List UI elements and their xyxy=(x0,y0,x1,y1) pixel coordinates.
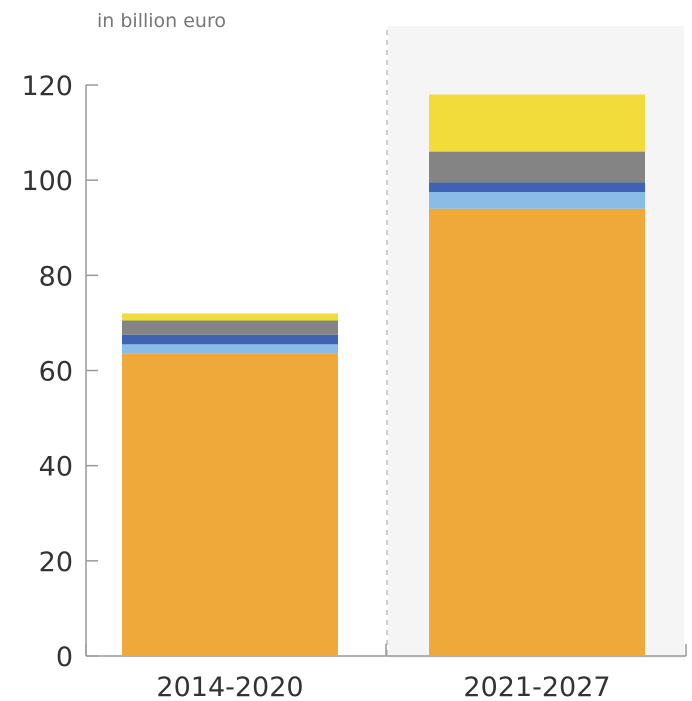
bar-segment-2-4 xyxy=(429,151,645,183)
bars xyxy=(122,94,645,656)
bar-segment-1-5 xyxy=(122,313,338,321)
bar-segment-1-4 xyxy=(122,320,338,335)
bar-segment-1-2 xyxy=(122,344,338,354)
y-tick-label: 0 xyxy=(56,642,73,673)
y-axis-ticks: 0 20 40 60 80 100 120 xyxy=(21,71,98,673)
y-tick-label: 100 xyxy=(21,166,73,197)
y-tick-label: 40 xyxy=(39,452,73,483)
x-category-label: 2021-2027 xyxy=(463,672,610,701)
y-tick-label: 20 xyxy=(39,547,73,578)
bar-segment-1-3 xyxy=(122,334,338,345)
bar-segment-2-2 xyxy=(429,192,645,209)
bar-segment-1-1 xyxy=(122,353,338,656)
x-category-label: 2014-2020 xyxy=(156,672,303,701)
bar-segment-2-5 xyxy=(429,94,645,152)
y-tick-label: 120 xyxy=(21,71,73,102)
unit-label: in billion euro xyxy=(97,10,226,32)
bar-segment-2-1 xyxy=(429,208,645,656)
y-tick-label: 60 xyxy=(39,357,73,388)
x-axis-ticks: 2014-2020 2021-2027 xyxy=(85,644,687,701)
y-tick-label: 80 xyxy=(39,261,73,292)
bar-segment-2-3 xyxy=(429,182,645,193)
